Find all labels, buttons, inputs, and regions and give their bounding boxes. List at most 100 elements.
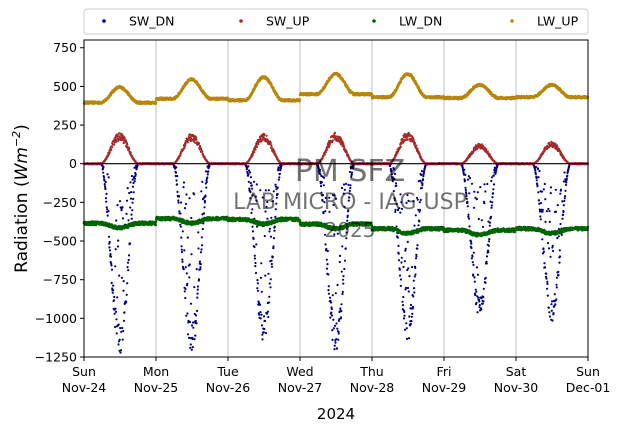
point-sw-dn [558,255,562,258]
point-sw-dn [555,276,559,279]
point-sw-dn [318,168,322,171]
point-sw-dn [115,219,118,222]
point-sw-dn [272,237,276,240]
point-sw-dn [125,300,128,303]
point-sw-dn [253,257,257,260]
point-sw-dn [471,255,474,258]
point-sw-dn [472,263,475,266]
point-sw-dn [327,273,330,276]
point-sw-up [273,150,276,153]
point-sw-dn [465,197,468,200]
point-sw-dn [189,302,193,305]
point-sw-dn [105,206,108,209]
point-sw-dn [490,179,493,182]
point-sw-dn [118,200,122,203]
point-sw-dn [541,210,544,213]
point-sw-dn [197,247,200,250]
point-sw-dn [345,237,348,240]
point-sw-dn [253,254,256,257]
point-sw-dn [105,192,108,195]
point-sw-dn [338,260,341,264]
point-sw-dn [247,169,251,172]
point-sw-dn [490,176,494,179]
point-sw-dn [546,294,549,297]
point-sw-dn [107,235,111,238]
point-sw-dn [549,255,552,258]
point-sw-dn [341,245,344,248]
point-sw-dn [547,306,550,309]
point-sw-dn [206,173,209,176]
point-sw-dn [487,244,490,247]
point-sw-dn [179,225,182,228]
point-sw-dn [404,286,408,289]
point-sw-dn [175,166,178,169]
point-sw-dn [544,198,547,201]
point-sw-dn [130,217,133,220]
point-sw-dn [132,181,135,185]
point-sw-dn [117,323,120,326]
point-sw-dn [200,190,203,193]
point-sw-dn [470,182,474,185]
point-sw-dn [277,166,281,169]
point-sw-dn [342,192,345,195]
point-sw-dn [183,249,186,252]
point-sw-dn [188,197,191,200]
point-sw-dn [397,252,400,255]
point-sw-dn [466,205,469,208]
point-sw-dn [551,244,554,247]
point-sw-up [115,140,118,143]
point-sw-dn [329,301,333,304]
point-sw-dn [417,208,420,211]
point-sw-up [257,143,260,146]
point-sw-dn [476,191,479,194]
point-sw-dn [340,303,343,306]
point-sw-dn [400,207,404,210]
point-sw-dn [335,322,338,325]
point-sw-dn [180,236,183,239]
point-sw-dn [114,310,118,313]
point-sw-dn [325,258,328,261]
point-sw-dn [180,248,183,251]
point-sw-dn [392,168,396,171]
point-sw-dn [543,262,546,265]
point-sw-dn [186,333,190,336]
point-sw-dn [544,275,548,278]
point-sw-dn [268,282,271,285]
point-sw-dn [347,209,350,212]
point-sw-dn [321,199,324,202]
point-sw-dn [400,256,403,259]
point-sw-up [543,149,546,152]
point-sw-dn [556,204,559,207]
point-sw-dn [492,174,495,177]
point-sw-dn [412,279,415,282]
point-sw-dn [490,204,493,207]
point-sw-dn [131,178,134,181]
point-sw-dn [121,326,124,330]
point-sw-dn [554,303,557,306]
point-sw-dn [324,210,327,213]
point-sw-dn [406,193,409,197]
point-sw-dn [110,281,113,285]
point-sw-dn [565,177,568,180]
point-sw-dn [390,170,393,173]
point-sw-dn [254,271,258,275]
point-sw-dn [406,286,410,290]
point-sw-dn [181,258,184,261]
point-sw-dn [102,176,106,179]
point-sw-dn [414,273,417,276]
point-sw-dn [186,312,189,315]
point-sw-dn [276,193,279,196]
point-sw-dn [182,181,186,184]
point-sw-dn [267,315,270,319]
point-sw-dn [476,273,480,276]
point-sw-dn [260,324,264,327]
point-sw-dn [254,261,257,265]
point-sw-dn [270,259,273,262]
point-sw-dn [411,312,414,315]
point-sw-up [324,150,328,153]
point-sw-dn [255,243,258,246]
point-sw-dn [402,295,405,299]
point-sw-dn [190,348,193,351]
point-sw-dn [340,186,344,190]
